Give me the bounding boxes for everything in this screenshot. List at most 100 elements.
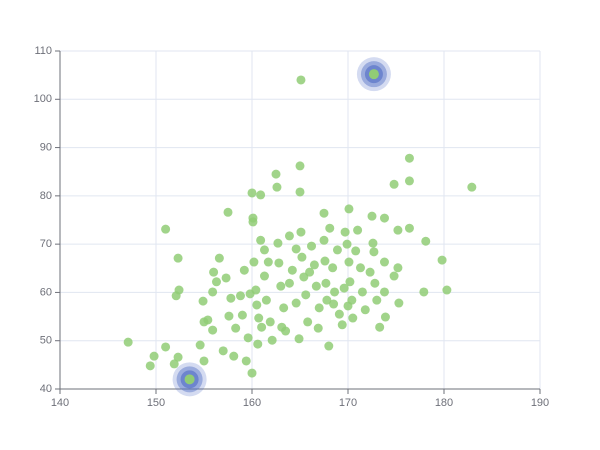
point xyxy=(237,310,247,320)
point xyxy=(208,325,218,335)
point xyxy=(169,359,179,369)
point xyxy=(221,273,231,283)
point xyxy=(319,235,329,245)
point xyxy=(276,281,286,291)
point xyxy=(404,153,414,163)
point xyxy=(305,267,315,277)
point xyxy=(313,323,323,333)
effect-point xyxy=(184,374,195,385)
x-tick-label: 190 xyxy=(531,397,549,409)
point xyxy=(211,277,221,287)
point xyxy=(296,227,306,237)
point xyxy=(254,313,264,323)
y-tick-label: 80 xyxy=(40,190,52,202)
point xyxy=(394,298,404,308)
point xyxy=(235,291,245,301)
point xyxy=(328,263,338,273)
point xyxy=(241,356,251,366)
point xyxy=(253,339,263,349)
point xyxy=(329,299,339,309)
x-tick-label: 160 xyxy=(243,397,261,409)
point xyxy=(344,204,354,214)
point xyxy=(265,317,275,327)
point xyxy=(365,267,375,277)
point xyxy=(404,176,414,186)
point xyxy=(319,208,329,218)
point xyxy=(248,217,258,227)
point xyxy=(259,271,269,281)
point xyxy=(467,182,477,192)
point xyxy=(404,223,414,233)
point xyxy=(195,340,205,350)
point xyxy=(214,253,224,263)
y-tick-label: 70 xyxy=(40,238,52,250)
point xyxy=(419,287,429,297)
point xyxy=(223,207,233,217)
point xyxy=(247,368,257,378)
point xyxy=(303,317,313,327)
point xyxy=(277,322,287,332)
x-tick-label: 150 xyxy=(147,397,165,409)
point xyxy=(295,187,305,197)
point xyxy=(173,352,183,362)
point xyxy=(311,281,321,291)
point xyxy=(287,265,297,275)
point xyxy=(330,287,340,297)
point xyxy=(294,334,304,344)
y-tick-label: 100 xyxy=(34,93,52,105)
point xyxy=(343,301,353,311)
y-tick-label: 60 xyxy=(40,286,52,298)
point xyxy=(389,271,399,281)
point xyxy=(284,278,294,288)
point xyxy=(357,287,367,297)
point xyxy=(325,223,335,233)
point xyxy=(284,231,294,241)
point xyxy=(355,263,365,273)
point xyxy=(375,322,385,332)
point xyxy=(199,317,209,327)
point xyxy=(342,239,352,249)
point xyxy=(339,283,349,293)
point xyxy=(231,323,241,333)
y-tick-label: 40 xyxy=(40,383,52,395)
point xyxy=(393,225,403,235)
point xyxy=(309,260,319,270)
point xyxy=(263,257,273,267)
point xyxy=(123,337,133,347)
point xyxy=(334,309,344,319)
point xyxy=(247,188,257,198)
point xyxy=(301,290,311,300)
point xyxy=(245,289,255,299)
point xyxy=(314,303,324,313)
point xyxy=(259,245,269,255)
point xyxy=(360,305,370,315)
point xyxy=(344,257,354,267)
point xyxy=(370,278,380,288)
point xyxy=(372,295,382,305)
point xyxy=(272,182,282,192)
point xyxy=(209,267,219,277)
point xyxy=(273,238,283,248)
point xyxy=(271,169,281,179)
point xyxy=(295,161,305,171)
point xyxy=(421,236,431,246)
point xyxy=(161,342,171,352)
point xyxy=(379,213,389,223)
point xyxy=(340,227,350,237)
point xyxy=(307,241,317,251)
point xyxy=(367,211,377,221)
x-tick-label: 140 xyxy=(51,397,69,409)
point xyxy=(345,277,355,287)
point xyxy=(224,311,234,321)
point xyxy=(393,263,403,273)
point xyxy=(243,333,253,343)
y-tick-label: 50 xyxy=(40,335,52,347)
point xyxy=(173,253,183,263)
point xyxy=(249,257,259,267)
effect-point xyxy=(368,69,379,80)
point xyxy=(171,291,181,301)
point xyxy=(351,246,361,256)
point xyxy=(252,300,262,310)
point xyxy=(321,278,331,288)
y-tick-label: 90 xyxy=(40,141,52,153)
